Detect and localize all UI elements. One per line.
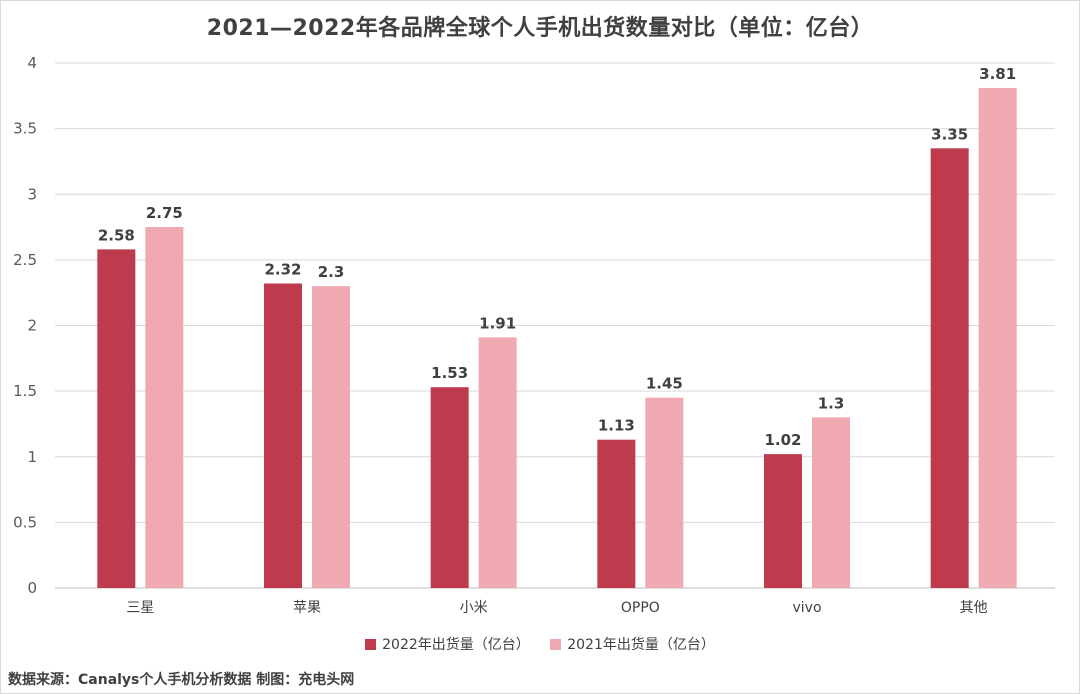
chart-title: 2021—2022年各品牌全球个人手机出货数量对比（单位：亿台） (206, 16, 874, 41)
y-tick-label: 0.5 (13, 513, 37, 531)
data-label: 1.91 (479, 314, 516, 332)
data-label: 1.02 (764, 431, 801, 449)
y-tick-label: 3.5 (13, 120, 37, 138)
y-tick-label: 2 (27, 317, 37, 335)
x-tick-label: 小米 (460, 600, 488, 616)
chart-legend: 2022年出货量（亿台） 2021年出货量（亿台） (0, 634, 1080, 654)
bar (764, 454, 802, 588)
legend-item-2021: 2021年出货量（亿台） (550, 634, 715, 654)
bar (930, 148, 969, 588)
x-tick-label: 其他 (960, 600, 988, 616)
bar (145, 227, 184, 588)
legend-label-2021: 2021年出货量（亿台） (567, 637, 715, 653)
bar (978, 87, 1017, 588)
data-label: 3.35 (931, 125, 968, 143)
bar (97, 249, 136, 588)
legend-label-2022: 2022年出货量（亿台） (382, 637, 530, 653)
bar (312, 286, 350, 588)
y-tick-label: 1.5 (13, 382, 37, 400)
data-label: 1.13 (598, 417, 635, 435)
legend-swatch-2022 (365, 638, 377, 650)
y-tick-label: 3 (27, 185, 37, 203)
x-tick-label: OPPO (621, 600, 660, 616)
legend-item-2022: 2022年出货量（亿台） (365, 634, 530, 654)
y-tick-label: 4 (27, 54, 37, 72)
data-label: 1.3 (818, 394, 845, 412)
data-label: 2.3 (318, 263, 345, 281)
data-label: 2.75 (146, 204, 183, 222)
source-note: 数据来源：Canalys个人手机分析数据 制图：充电头网 (8, 672, 355, 688)
x-tick-label: 三星 (126, 600, 154, 616)
bar (597, 439, 636, 588)
data-label: 1.45 (646, 375, 683, 393)
bar (645, 397, 684, 588)
bar (478, 337, 517, 588)
y-tick-label: 1 (27, 448, 37, 466)
legend-swatch-2021 (550, 638, 562, 650)
data-label: 1.53 (431, 364, 468, 382)
data-label: 2.32 (264, 261, 301, 279)
x-tick-label: vivo (792, 600, 821, 616)
bar (430, 387, 469, 588)
data-label: 2.58 (98, 226, 135, 244)
y-tick-label: 2.5 (13, 251, 37, 269)
bar (812, 417, 850, 588)
y-tick-label: 0 (27, 579, 37, 597)
data-label: 3.81 (979, 65, 1016, 83)
x-tick-label: 苹果 (293, 600, 321, 616)
bar (264, 283, 302, 588)
